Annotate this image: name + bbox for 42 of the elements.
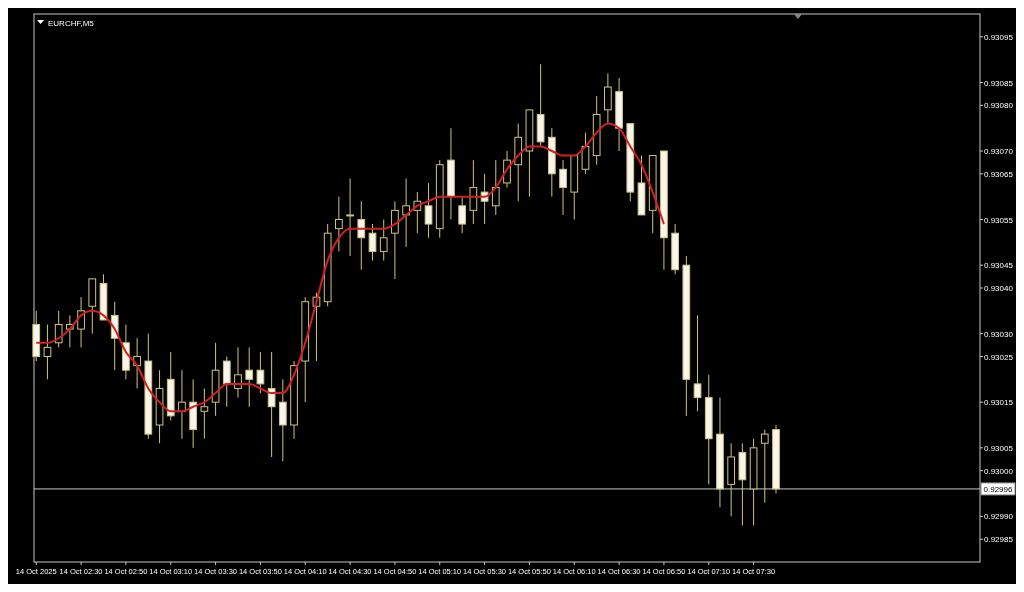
candlestick: [368, 223, 377, 262]
candlestick: [222, 356, 231, 408]
candlestick: [491, 159, 500, 216]
candlestick: [559, 159, 567, 216]
candlestick: [693, 314, 702, 412]
text: EURCHF,M5: [48, 19, 95, 28]
candlestick: [346, 177, 354, 257]
y-tick-label: 0.93055: [984, 215, 1014, 225]
y-tick-label: 0.93085: [984, 78, 1014, 88]
candlestick: [200, 387, 209, 440]
y-tick-label: 0.93030: [984, 329, 1014, 339]
candlestick: [335, 196, 343, 252]
candlestick: [256, 351, 265, 394]
candlestick: [391, 200, 399, 280]
candlestick: [604, 72, 612, 125]
candlestick: [267, 351, 276, 458]
y-tick-label: 0.93095: [984, 32, 1014, 42]
candlestick: [245, 346, 254, 408]
y-tick-label: 0.93025: [984, 352, 1014, 362]
y-tick-label: 0.92985: [984, 535, 1014, 545]
candlestick: [424, 182, 433, 239]
candlestick: [278, 378, 287, 463]
y-tick-label: 0.93005: [984, 443, 1014, 453]
candlestick: [379, 219, 388, 262]
candlestick: [402, 177, 410, 248]
candlestick: [54, 310, 63, 348]
y-tick-label: 0.93015: [984, 398, 1014, 408]
candlestick: [234, 346, 242, 399]
y-tick-label: 0.93045: [984, 261, 1014, 271]
y-tick-label: 0.93000: [984, 466, 1014, 476]
y-tick-label: 0.93065: [984, 169, 1014, 179]
candlestick: [581, 132, 590, 175]
candlestick: [469, 159, 478, 225]
y-tick-label: 0.93080: [984, 101, 1014, 111]
ref-line-label: 0.92996: [983, 484, 1014, 494]
y-tick-label: 0.92990: [984, 512, 1014, 522]
candlestick: [760, 429, 769, 504]
y-tick-label: 0.93040: [984, 284, 1014, 293]
candlestick: [458, 196, 467, 234]
candlestick: [357, 200, 366, 271]
candlestick: [43, 324, 52, 380]
y-tick-label: 0.93070: [984, 147, 1014, 156]
